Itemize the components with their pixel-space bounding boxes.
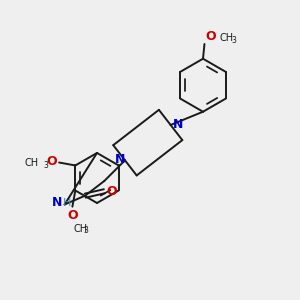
Text: CH: CH bbox=[219, 32, 233, 43]
Text: 3: 3 bbox=[43, 161, 48, 170]
Text: H: H bbox=[63, 198, 71, 208]
Text: O: O bbox=[67, 209, 78, 222]
Text: O: O bbox=[46, 155, 57, 168]
Text: 3: 3 bbox=[232, 36, 237, 45]
Text: N: N bbox=[52, 196, 62, 209]
Text: 3: 3 bbox=[83, 226, 88, 236]
Text: O: O bbox=[106, 185, 117, 198]
Text: CH: CH bbox=[24, 158, 38, 167]
Text: CH: CH bbox=[74, 224, 88, 234]
Text: N: N bbox=[115, 153, 125, 166]
Text: N: N bbox=[173, 118, 183, 131]
Text: O: O bbox=[206, 29, 216, 43]
